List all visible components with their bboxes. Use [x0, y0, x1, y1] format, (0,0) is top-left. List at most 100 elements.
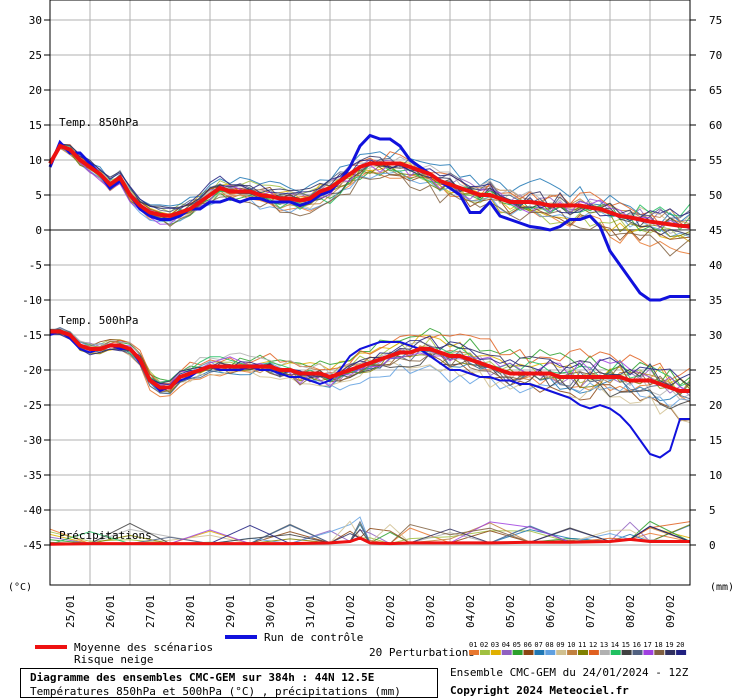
right-axis-unit: (mm)	[710, 582, 734, 593]
left-tick-label: 30	[29, 14, 42, 27]
x-axis-labels: 25/01 26/01 27/01 28/01 29/01 30/01 31/01 01/02…	[64, 595, 677, 628]
perturbation-id-label: 19	[665, 641, 673, 649]
right-tick-label: 15	[709, 434, 722, 447]
right-tick-label: 10	[709, 469, 722, 482]
x-tick-label: 01/02	[344, 595, 357, 628]
left-tick-label: -35	[22, 469, 42, 482]
grid-lines	[49, 0, 691, 585]
left-tick-label: -20	[22, 364, 42, 377]
right-tick-label: 75	[709, 14, 722, 27]
title-box: Diagramme des ensembles CMC-GEM sur 384h…	[20, 668, 438, 698]
panel-label-850: Temp. 850hPa	[59, 116, 138, 129]
x-tick-label: 09/02	[664, 595, 677, 628]
perturbation-id-label: 17	[643, 641, 651, 649]
left-tick-label: -10	[22, 294, 42, 307]
perturbation-swatch	[545, 650, 556, 655]
perturbation-swatch	[523, 650, 534, 655]
right-tick-label: 0	[709, 539, 716, 552]
perturbation-id-label: 09	[556, 641, 564, 649]
x-tick-label: 02/02	[384, 595, 397, 628]
right-tick-label: 45	[709, 224, 722, 237]
right-tick-label: 20	[709, 399, 722, 412]
perturbation-line	[49, 146, 691, 257]
panel-label-500: Temp. 500hPa	[59, 314, 138, 327]
x-tick-label: 05/02	[504, 595, 517, 628]
perturbation-id-label: 08	[545, 641, 553, 649]
x-tick-label: 31/01	[304, 595, 317, 628]
x-tick-label: 08/02	[624, 595, 637, 628]
perturbation-swatch	[588, 650, 599, 655]
perturbation-id-label: 16	[633, 641, 641, 649]
perturbation-id-label: 18	[654, 641, 662, 649]
perturbation-id-label: 11	[578, 641, 586, 649]
x-tick-label: 28/01	[184, 595, 197, 628]
chart-title: Diagramme des ensembles CMC-GEM sur 384h…	[30, 671, 375, 684]
left-tick-label: 0	[35, 224, 42, 237]
right-tick-label: 50	[709, 189, 722, 202]
perturbation-id-label: 04	[502, 641, 510, 649]
perturbation-id-label: 05	[513, 641, 521, 649]
x-tick-label: 07/02	[584, 595, 597, 628]
x-tick-label: 25/01	[64, 595, 77, 628]
perturbation-id-label: 15	[622, 641, 630, 649]
plot-frame	[49, 0, 691, 586]
panel-label-precip: Précipitations	[59, 529, 152, 542]
left-tick-label: 20	[29, 84, 42, 97]
perturbation-swatch	[469, 650, 479, 655]
left-tick-label: -5	[29, 259, 42, 272]
perturbation-swatch	[654, 650, 665, 655]
x-tick-label: 27/01	[144, 595, 157, 628]
right-tick-label: 60	[709, 119, 722, 132]
perturbation-swatch	[621, 650, 632, 655]
mean-500-line	[50, 329, 690, 393]
perturbation-line	[49, 147, 691, 238]
mean-850-line	[48, 143, 691, 229]
perturbation-swatch	[578, 650, 588, 655]
x-tick-label: 26/01	[104, 595, 117, 628]
perturbation-id-label: 03	[491, 641, 499, 649]
perturbation-id-label: 02	[480, 641, 488, 649]
right-tick-label: 5	[709, 504, 716, 517]
right-tick-label: 65	[709, 84, 722, 97]
left-tick-label: -30	[22, 434, 42, 447]
perturbation-swatch	[632, 650, 643, 655]
perturbation-id-label: 10	[567, 641, 575, 649]
perturbation-id-label: 01	[469, 641, 477, 649]
left-tick-label: 5	[35, 189, 42, 202]
perturbation-swatch	[534, 650, 545, 655]
run-info: Ensemble CMC-GEM du 24/01/2024 - 12Z	[450, 666, 689, 679]
x-tick-label: 30/01	[264, 595, 277, 628]
perturbation-swatch	[676, 650, 687, 655]
mean-precip-line	[49, 536, 690, 546]
perturbation-id-label: 20	[676, 641, 684, 649]
perturbation-line	[49, 147, 691, 242]
perturbation-legend: 01 02 03 04 05 06 07 08 09 10 11 12 13 14 15 16 17 18 19 20	[469, 641, 687, 655]
control-850-line	[48, 133, 690, 302]
left-tick-label: 15	[29, 119, 42, 132]
perturbation-swatch	[665, 650, 676, 655]
main-series	[48, 133, 691, 546]
x-tick-label: 04/02	[464, 595, 477, 628]
left-axis-ticks: 30 25 20 15 10 5 0 -5 -10 -15 -20 -25 -30 -35 -40 -45	[22, 14, 50, 552]
x-tick-label: 06/02	[544, 595, 557, 628]
perturbation-id-label: 07	[534, 641, 542, 649]
perturbation-swatch	[610, 650, 621, 655]
left-axis-unit: (°C)	[8, 582, 32, 593]
x-tick-label: 03/02	[424, 595, 437, 628]
legend-snow-label: Risque neige	[74, 653, 153, 666]
right-tick-label: 70	[709, 49, 722, 62]
right-tick-label: 55	[709, 154, 722, 167]
perturbation-swatch	[512, 650, 523, 655]
perturbation-swatch	[643, 650, 654, 655]
left-tick-label: -40	[22, 504, 42, 517]
right-tick-label: 40	[709, 259, 722, 272]
left-tick-label: -45	[22, 539, 42, 552]
right-tick-label: 35	[709, 294, 722, 307]
left-tick-label: 10	[29, 154, 42, 167]
perturbation-swatch	[479, 650, 490, 655]
perturbation-swatch	[490, 650, 501, 655]
perturbation-swatch	[501, 650, 512, 655]
legend-mean-label: Moyenne des scénarios	[74, 641, 213, 654]
perturbation-swatch	[599, 650, 610, 655]
